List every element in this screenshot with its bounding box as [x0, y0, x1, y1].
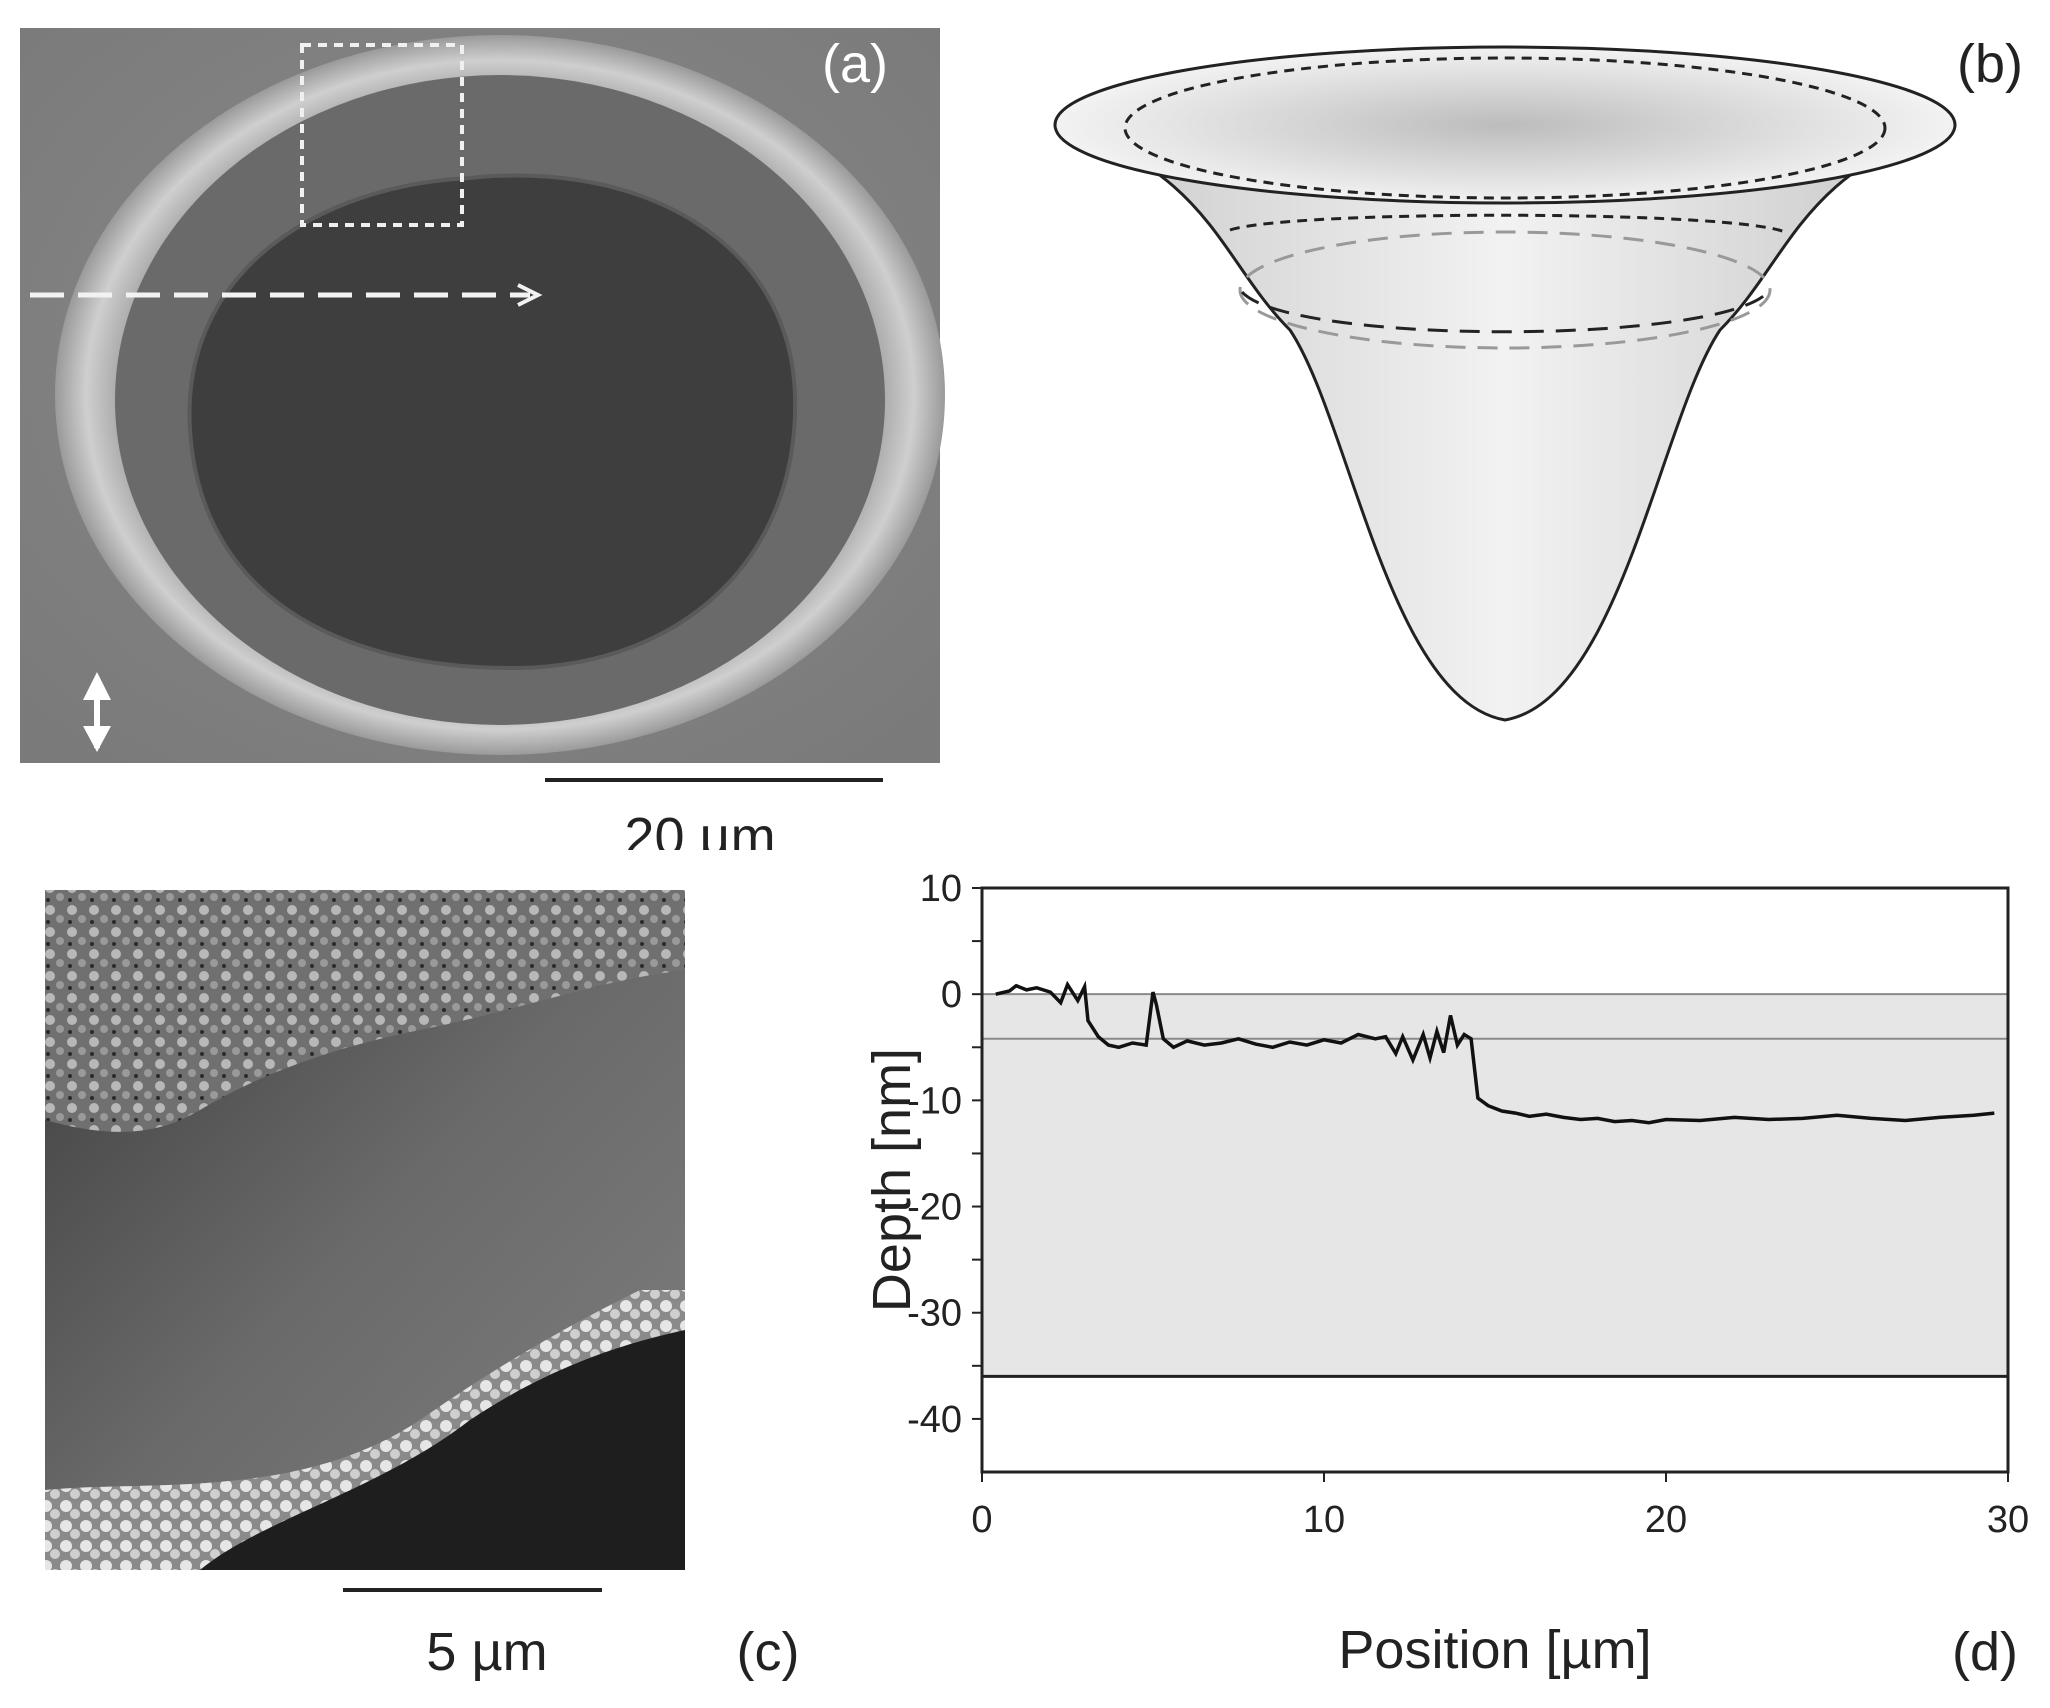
x-tick-label: 10 — [1303, 1499, 1345, 1541]
panel-a-label: (a) — [822, 34, 888, 94]
crater-floor-region — [200, 1330, 685, 1570]
shaded-region — [982, 994, 2008, 1377]
funnel-opening — [1053, 45, 1957, 205]
inset-box — [300, 43, 464, 227]
scale-bar-a-label: 20 µm — [624, 807, 775, 850]
plot-frame — [980, 886, 2010, 1474]
y-tick-label: -10 — [907, 1080, 962, 1122]
x-tick-label: 0 — [971, 1499, 992, 1541]
double-headed-arrow-icon — [83, 672, 111, 752]
y-tick-label: 10 — [920, 868, 962, 910]
afm-close-up-image: 5 µm (c) — [45, 890, 800, 1682]
contour-lower-front — [1240, 290, 1770, 334]
crater-schematic: (b) — [1053, 34, 2023, 722]
panel-c-label: (c) — [737, 1622, 800, 1682]
y-tick-label: -20 — [907, 1187, 962, 1229]
y-tick-label: -40 — [907, 1399, 962, 1441]
crater-core — [187, 173, 798, 671]
depth-profile-chart: 10 0 -10 -20 -30 -40 0 10 20 30 Depth [nm] Positi… — [862, 868, 2029, 1682]
panel-a: (a) 20 µm — [0, 0, 960, 867]
contour-lower — [1238, 230, 1772, 350]
y-tick-label: 0 — [941, 974, 962, 1016]
depth-profile-line — [995, 980, 1995, 1125]
scale-bar-c-label: 5 µm — [426, 1622, 547, 1682]
x-tick-label: 20 — [1645, 1499, 1687, 1541]
panel-d-label: (d) — [1952, 1622, 2018, 1682]
dashed-arrow-icon — [30, 283, 543, 307]
contour-middle — [1229, 213, 1786, 234]
y-axis-label: Depth [nm] — [870, 1048, 922, 1312]
contour-upper — [1123, 56, 1887, 200]
x-tick-label: 30 — [1987, 1499, 2029, 1541]
panel-c: 5 µm (c) — [0, 860, 860, 1703]
panel-b-label: (b) — [1957, 34, 2023, 94]
panel-b: (b) — [1030, 0, 2050, 760]
panel-d: 10 0 -10 -20 -30 -40 0 10 20 30 Depth [nm] Positi… — [862, 860, 2050, 1703]
upper-rim-region — [45, 890, 685, 1132]
x-axis-label: Position [µm] — [1338, 1620, 1651, 1680]
y-tick-label: -30 — [907, 1293, 962, 1335]
sem-crater-image: (a) 20 µm — [20, 28, 945, 867]
